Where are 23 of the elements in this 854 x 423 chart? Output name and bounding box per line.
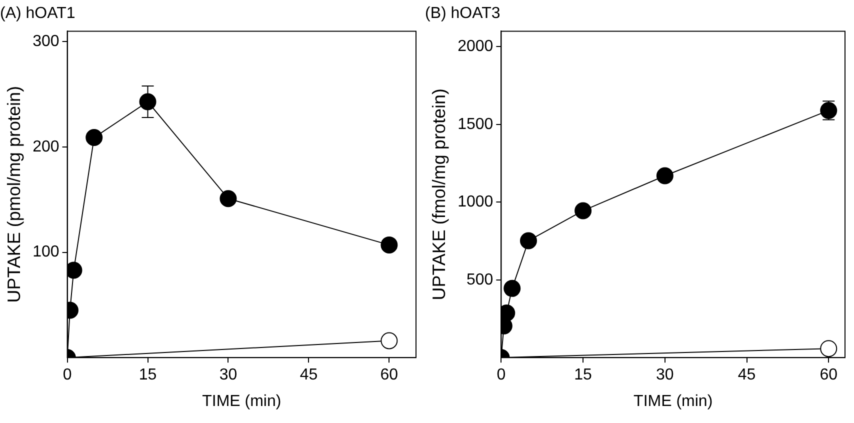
x-axis-title: TIME (min) bbox=[634, 392, 713, 410]
y-tick-label: 1000 bbox=[458, 194, 494, 211]
x-tick-label: 60 bbox=[380, 366, 398, 384]
y-tick-label: 2000 bbox=[458, 38, 494, 56]
y-axis-title: UPTAKE (pmol/mg protein) bbox=[4, 86, 24, 303]
x-tick-label: 45 bbox=[300, 366, 318, 384]
x-axis-title: TIME (min) bbox=[202, 392, 282, 410]
y-axis-title: UPTAKE (fmol/mg protein) bbox=[428, 88, 449, 300]
y-tick-label: 500 bbox=[466, 271, 494, 288]
x-tick-label: 0 bbox=[62, 366, 72, 384]
y-tick-label: 1500 bbox=[458, 116, 494, 133]
x-tick-label: 30 bbox=[219, 366, 238, 384]
x-tick-label: 0 bbox=[496, 366, 506, 384]
y-tick-label: 200 bbox=[32, 138, 60, 156]
y-tick-label: 300 bbox=[32, 33, 60, 50]
x-tick-label: 15 bbox=[138, 366, 157, 384]
x-tick-label: 15 bbox=[574, 366, 592, 384]
x-tick-label: 30 bbox=[656, 366, 674, 384]
x-tick-label: 45 bbox=[738, 366, 756, 384]
x-tick-label: 60 bbox=[820, 366, 838, 384]
chart-title: (A) hOAT1 bbox=[0, 5, 76, 22]
y-tick-label: 100 bbox=[32, 244, 60, 261]
chart-title: (B) hOAT3 bbox=[425, 5, 500, 22]
